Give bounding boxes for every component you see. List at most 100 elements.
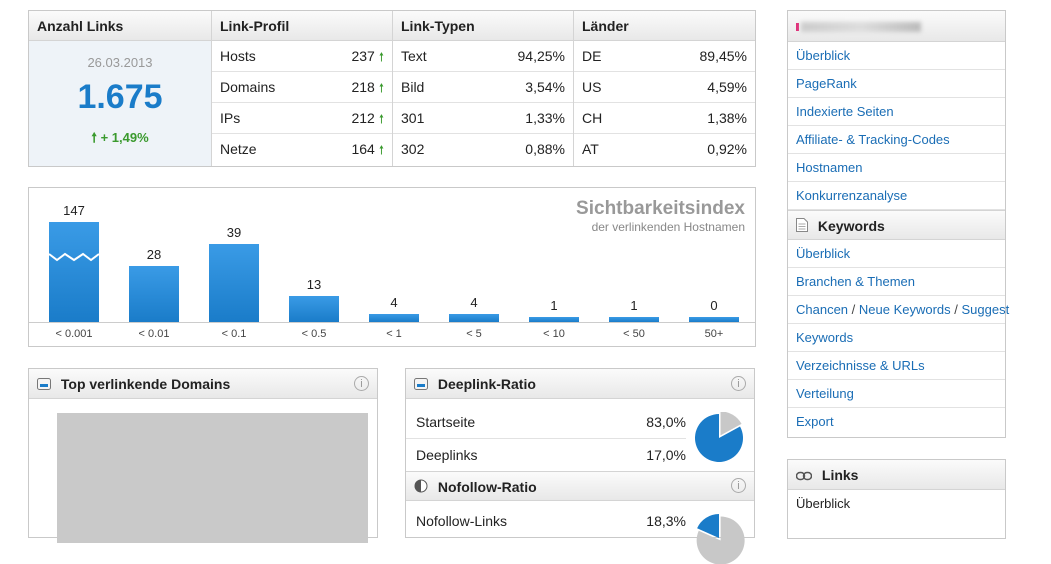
sidebar-item-hostnamen[interactable]: Hostnamen	[788, 154, 1005, 182]
link-typen-column: Link-Typen Text 94,25% Bild 3,54% 301 1,33%…	[393, 11, 574, 166]
bar	[609, 317, 659, 322]
link-chancen[interactable]: Chancen	[796, 302, 849, 317]
info-icon[interactable]: i	[731, 376, 746, 391]
sidebar-item-chancen-group: Chancen / Neue Keywords / Suggest	[788, 296, 1009, 324]
data-label: 28	[147, 247, 161, 262]
data-label: 0	[710, 298, 717, 313]
table-row: Text 94,25%	[393, 41, 573, 72]
bar	[289, 296, 339, 322]
sidebar-item-keywords[interactable]: Keywords	[788, 324, 1005, 352]
tick-label: < 5	[466, 328, 482, 340]
sidebar-item-affiliate-tracking[interactable]: Affiliate- & Tracking-Codes	[788, 126, 1005, 154]
data-label: 1	[630, 298, 637, 313]
info-icon[interactable]: i	[731, 478, 746, 493]
brand-mark-icon	[796, 23, 799, 32]
arrow-up-icon: 🠕	[91, 130, 97, 145]
chart-icon	[414, 378, 428, 390]
keywords-section-header: Keywords	[788, 210, 1005, 240]
nofollow-title: Nofollow-Ratio	[437, 479, 537, 495]
tick-label: < 0.01	[139, 328, 170, 340]
link-suggest[interactable]: Suggest	[961, 302, 1010, 317]
pie-slice	[720, 412, 742, 436]
bar	[129, 266, 179, 322]
sidebar-item-links-ueberblick[interactable]: Überblick	[796, 496, 851, 511]
domains-chart-placeholder	[57, 413, 368, 543]
bar	[529, 317, 579, 322]
data-label: 4	[470, 295, 477, 310]
table-row: Startseite 83,0%	[406, 406, 686, 439]
sidebar-item-pagerank[interactable]: PageRank	[788, 70, 1005, 98]
bar	[209, 244, 259, 322]
table-row: 301 1,33%	[393, 103, 573, 134]
arrow-up-icon: 🠕	[378, 112, 384, 126]
deeplink-header: Deeplink-Ratio	[406, 369, 754, 399]
data-label: 13	[307, 277, 321, 292]
chart-icon	[37, 378, 51, 390]
keywords-section-title: Keywords	[817, 218, 885, 234]
top-domains-header: Top verlinkende Domains	[29, 369, 377, 399]
separator: /	[848, 302, 859, 317]
top-domains-panel: Top verlinkende Domains i	[28, 368, 378, 543]
deeplink-title: Deeplink-Ratio	[437, 376, 536, 392]
sidebar-item-branchen-themen[interactable]: Branchen & Themen	[788, 268, 1005, 296]
link-profil-column: Link-Profil Hosts 237 🠕 Domains 218 🠕 IPs 212…	[212, 11, 393, 166]
arrow-up-icon: 🠕	[378, 143, 384, 157]
link-neue-keywords[interactable]: Neue Keywords	[858, 302, 951, 317]
data-label: 1	[550, 298, 557, 313]
table-row: CH 1,38%	[574, 103, 755, 134]
summary-table: Anzahl Links 26.03.2013 1.675 🠕 + 1,49% …	[28, 10, 756, 167]
table-row: US 4,59%	[574, 72, 755, 103]
sidebar-item-indexierte-seiten[interactable]: Indexierte Seiten	[788, 98, 1005, 126]
table-row: Nofollow-Links 18,3%	[416, 513, 686, 529]
data-label: 39	[227, 225, 241, 240]
table-row: Bild 3,54%	[393, 72, 573, 103]
ratio-panel: Deeplink-Ratio i Startseite 83,0% Deeplin…	[405, 368, 755, 564]
table-row: Deeplinks 17,0%	[416, 447, 686, 463]
nofollow-header: Nofollow-Ratio	[406, 471, 754, 501]
sidebar-item-verzeichnisse-urls[interactable]: Verzeichnisse & URLs	[788, 352, 1005, 380]
links-menu: Links Überblick	[787, 459, 1006, 539]
sidebar-item-keywords-ueberblick[interactable]: Überblick	[788, 240, 1005, 268]
sichtbarkeitsindex-chart: 147 < 0.001 28 < 0.01 39 < 0.1 13 < 0.5 4 < 1 4 < 5…	[28, 187, 756, 347]
sidebar-item-verteilung[interactable]: Verteilung	[788, 380, 1005, 408]
tick-label: < 0.1	[222, 328, 247, 340]
table-row: DE 89,45%	[574, 41, 755, 72]
tick-label: 50+	[705, 328, 724, 340]
blurred-title	[801, 22, 921, 33]
table-row: Domains 218 🠕	[212, 72, 392, 103]
tick-label: < 50	[623, 328, 645, 340]
arrow-up-icon: 🠕	[378, 50, 384, 64]
link-profil-title: Link-Profil	[212, 11, 392, 41]
sidebar-item-export[interactable]: Export	[796, 414, 834, 429]
laender-column: Länder DE 89,45% US 4,59% CH 1,38% AT 0,92%	[574, 11, 755, 166]
snapshot-date: 26.03.2013	[87, 55, 153, 70]
bar	[369, 314, 419, 322]
info-icon[interactable]: i	[354, 376, 369, 391]
nofollow-pie-chart	[696, 514, 745, 564]
data-label: 147	[63, 203, 85, 218]
sidebar-header	[788, 11, 1005, 42]
links-section-header: Links	[788, 460, 1005, 490]
bar	[49, 222, 99, 322]
sidebar-item-konkurrenzanalyse[interactable]: Konkurrenzanalyse	[788, 182, 1005, 210]
tick-label: < 0.001	[55, 328, 92, 340]
half-circle-icon	[414, 479, 428, 493]
top-domains-title: Top verlinkende Domains	[60, 376, 231, 392]
arrow-up-icon: 🠕	[378, 81, 384, 95]
chain-link-icon	[796, 471, 812, 481]
chart-title: Sichtbarkeitsindex	[576, 198, 745, 219]
anzahl-links-column: Anzahl Links 26.03.2013 1.675 🠕 + 1,49%	[29, 11, 212, 166]
pie-slice	[695, 414, 743, 462]
total-links-delta: 🠕 + 1,49%	[91, 130, 149, 145]
table-row: Netze 164 🠕	[220, 141, 384, 157]
sidebar-item-ueberblick[interactable]: Überblick	[788, 42, 1005, 70]
bar	[449, 314, 499, 322]
deeplink-pie-chart	[695, 412, 743, 462]
tick-label: < 1	[386, 328, 402, 340]
table-row: AT 0,92%	[582, 141, 747, 157]
total-links-value: 1.675	[77, 78, 163, 116]
links-section-title: Links	[821, 467, 859, 483]
document-icon	[796, 218, 808, 232]
table-row: 302 0,88%	[401, 141, 565, 157]
tick-label: < 0.5	[302, 328, 327, 340]
